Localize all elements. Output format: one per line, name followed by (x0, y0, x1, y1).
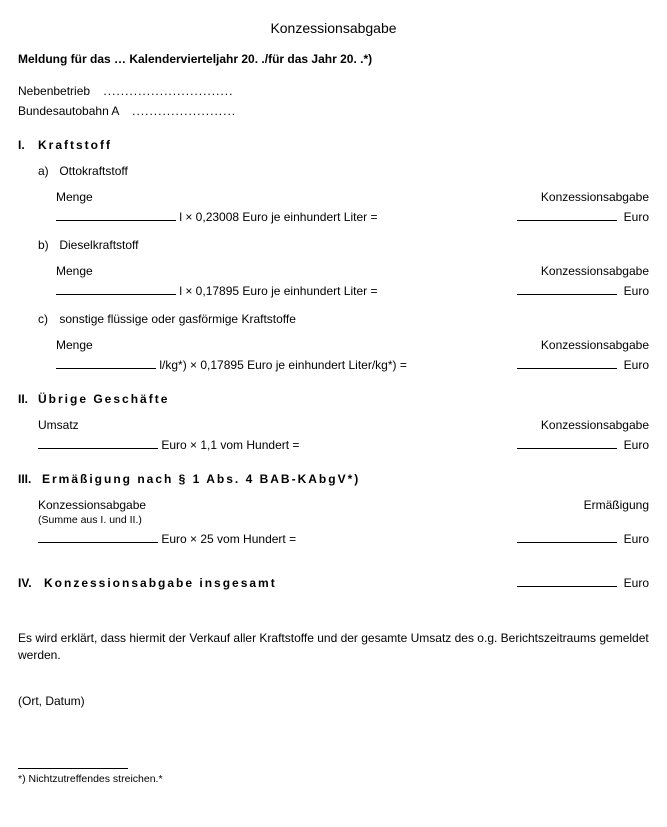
formula-3: Euro × 25 vom Hundert = (161, 532, 296, 546)
ort-datum: (Ort, Datum) (18, 694, 649, 708)
section-title-uebrige: Übrige Geschäfte (38, 392, 169, 406)
menge-label-c: Menge (56, 338, 93, 352)
blank-total[interactable] (517, 574, 617, 587)
ermaessigung-label: Ermäßigung (584, 498, 649, 512)
euro-a: Euro (624, 210, 649, 224)
footnote-section: *) Nichtzutreffendes streichen.* (18, 768, 649, 785)
subsection-otto: a) Ottokraftstoff (18, 164, 649, 178)
formula-3-left: Euro × 25 vom Hundert = (38, 530, 296, 546)
section-title-ermaessigung: Ermäßigung nach § 1 Abs. 4 BAB-KAbgV*) (42, 472, 360, 486)
euro-2: Euro (624, 438, 649, 452)
blank-abgabe-c[interactable] (517, 356, 617, 369)
bundesautobahn-dots: ........................ (132, 104, 236, 118)
formula-c-left: l/kg*) × 0,17895 Euro je einhundert Lite… (56, 356, 407, 372)
section-number-1: I. (18, 138, 38, 152)
formula-2-left: Euro × 1,1 vom Hundert = (38, 436, 299, 452)
sub-letter-c: c) (38, 312, 56, 326)
bundesautobahn-line: Bundesautobahn A .......................… (18, 104, 649, 118)
blank-umsatz[interactable] (38, 436, 158, 449)
sub-title-otto: Ottokraftstoff (59, 164, 127, 178)
section-insgesamt: IV. Konzessionsabgabe insgesamt Euro (18, 574, 649, 590)
blank-menge-a[interactable] (56, 208, 176, 221)
footnote-rule (18, 768, 128, 769)
footnote-text: *) Nichtzutreffendes streichen.* (18, 773, 649, 785)
nebenbetrieb-dots: .............................. (103, 84, 233, 98)
abgabe-label-c: Konzessionsabgabe (541, 338, 649, 352)
subsection-sonstige: c) sonstige flüssige oder gasförmige Kra… (18, 312, 649, 326)
euro-b: Euro (624, 284, 649, 298)
menge-label-a: Menge (56, 190, 93, 204)
abgabe-label-b: Konzessionsabgabe (541, 264, 649, 278)
euro-c: Euro (624, 358, 649, 372)
bundesautobahn-label: Bundesautobahn A (18, 104, 119, 118)
declaration-text: Es wird erklärt, dass hiermit der Verkau… (18, 630, 649, 664)
blank-abgabe-3-in[interactable] (38, 530, 158, 543)
blank-abgabe-2[interactable] (517, 436, 617, 449)
formula-a-right: Euro (517, 208, 649, 224)
nebenbetrieb-label: Nebenbetrieb (18, 84, 90, 98)
subsection-diesel: b) Dieselkraftstoff (18, 238, 649, 252)
section-number-2: II. (18, 392, 38, 406)
blank-menge-c[interactable] (56, 356, 156, 369)
section-number-3: III. (18, 472, 42, 486)
menge-label-b: Menge (56, 264, 93, 278)
section-number-4: IV. (18, 576, 44, 590)
sub-letter-a: a) (38, 164, 56, 178)
sub-title-sonstige: sonstige flüssige oder gasförmige Krafts… (59, 312, 296, 326)
euro-total: Euro (624, 576, 649, 590)
sub-letter-b: b) (38, 238, 56, 252)
section-uebrige: II. Übrige Geschäfte Umsatz Konzessionsa… (18, 392, 649, 452)
formula-b-left: l × 0,17895 Euro je einhundert Liter = (56, 282, 377, 298)
formula-a-left: l × 0,23008 Euro je einhundert Liter = (56, 208, 377, 224)
formula-3-right: Euro (517, 530, 649, 546)
blank-menge-b[interactable] (56, 282, 176, 295)
formula-c: l/kg*) × 0,17895 Euro je einhundert Lite… (159, 358, 407, 372)
euro-3: Euro (624, 532, 649, 546)
total-right: Euro (517, 574, 649, 590)
section-kraftstoff: I. Kraftstoff a) Ottokraftstoff Menge Ko… (18, 138, 649, 372)
formula-2-right: Euro (517, 436, 649, 452)
umsatz-label: Umsatz (38, 418, 79, 432)
page-title: Konzessionsabgabe (18, 20, 649, 36)
sub-title-diesel: Dieselkraftstoff (59, 238, 138, 252)
abgabe-label-3: Konzessionsabgabe (Summe aus I. und II.) (38, 498, 146, 526)
section-title-insgesamt: Konzessionsabgabe insgesamt (44, 576, 277, 590)
blank-abgabe-a[interactable] (517, 208, 617, 221)
abgabe-label-2: Konzessionsabgabe (541, 418, 649, 432)
report-header: Meldung für das … Kalendervierteljahr 20… (18, 52, 649, 66)
formula-2: Euro × 1,1 vom Hundert = (161, 438, 299, 452)
abgabe-label-a: Konzessionsabgabe (541, 190, 649, 204)
formula-c-right: Euro (517, 356, 649, 372)
formula-b: l × 0,17895 Euro je einhundert Liter = (179, 284, 377, 298)
formula-a: l × 0,23008 Euro je einhundert Liter = (179, 210, 377, 224)
formula-b-right: Euro (517, 282, 649, 298)
section-ermaessigung: III. Ermäßigung nach § 1 Abs. 4 BAB-KAbg… (18, 472, 649, 546)
blank-abgabe-b[interactable] (517, 282, 617, 295)
section-title-kraftstoff: Kraftstoff (38, 138, 112, 152)
nebenbetrieb-line: Nebenbetrieb ...........................… (18, 84, 649, 98)
blank-ermaessigung[interactable] (517, 530, 617, 543)
sum-hint: (Summe aus I. und II.) (38, 514, 142, 526)
